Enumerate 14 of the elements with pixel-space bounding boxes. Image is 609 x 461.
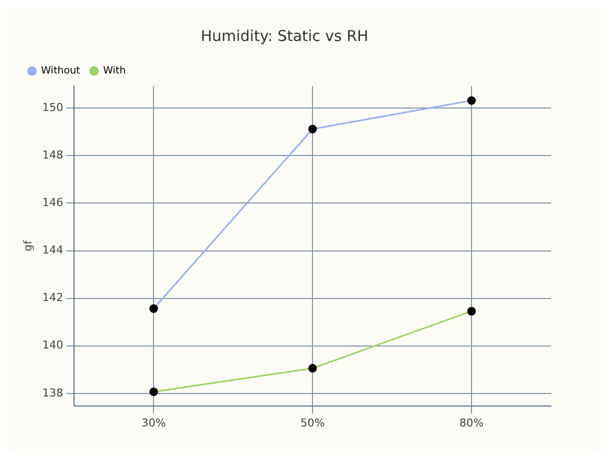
legend-label: With bbox=[103, 66, 126, 77]
y-tick-label: 138 bbox=[42, 386, 64, 400]
x-tick-label: 50% bbox=[300, 416, 325, 430]
legend-label: Without bbox=[41, 66, 80, 77]
x-tick-label: 80% bbox=[459, 416, 484, 430]
y-tick-label: 144 bbox=[42, 244, 64, 257]
y-tick-label: 150 bbox=[42, 100, 64, 114]
x-tick-label: 30% bbox=[141, 416, 166, 430]
y-tick-label: 140 bbox=[42, 338, 64, 352]
y-axis-title: gf bbox=[21, 239, 34, 252]
y-tick-label: 148 bbox=[42, 148, 64, 162]
y-tick-label: 146 bbox=[42, 196, 64, 210]
y-tick-label: 142 bbox=[42, 291, 64, 304]
chart-title: Humidity: Static vs RH bbox=[200, 26, 368, 45]
